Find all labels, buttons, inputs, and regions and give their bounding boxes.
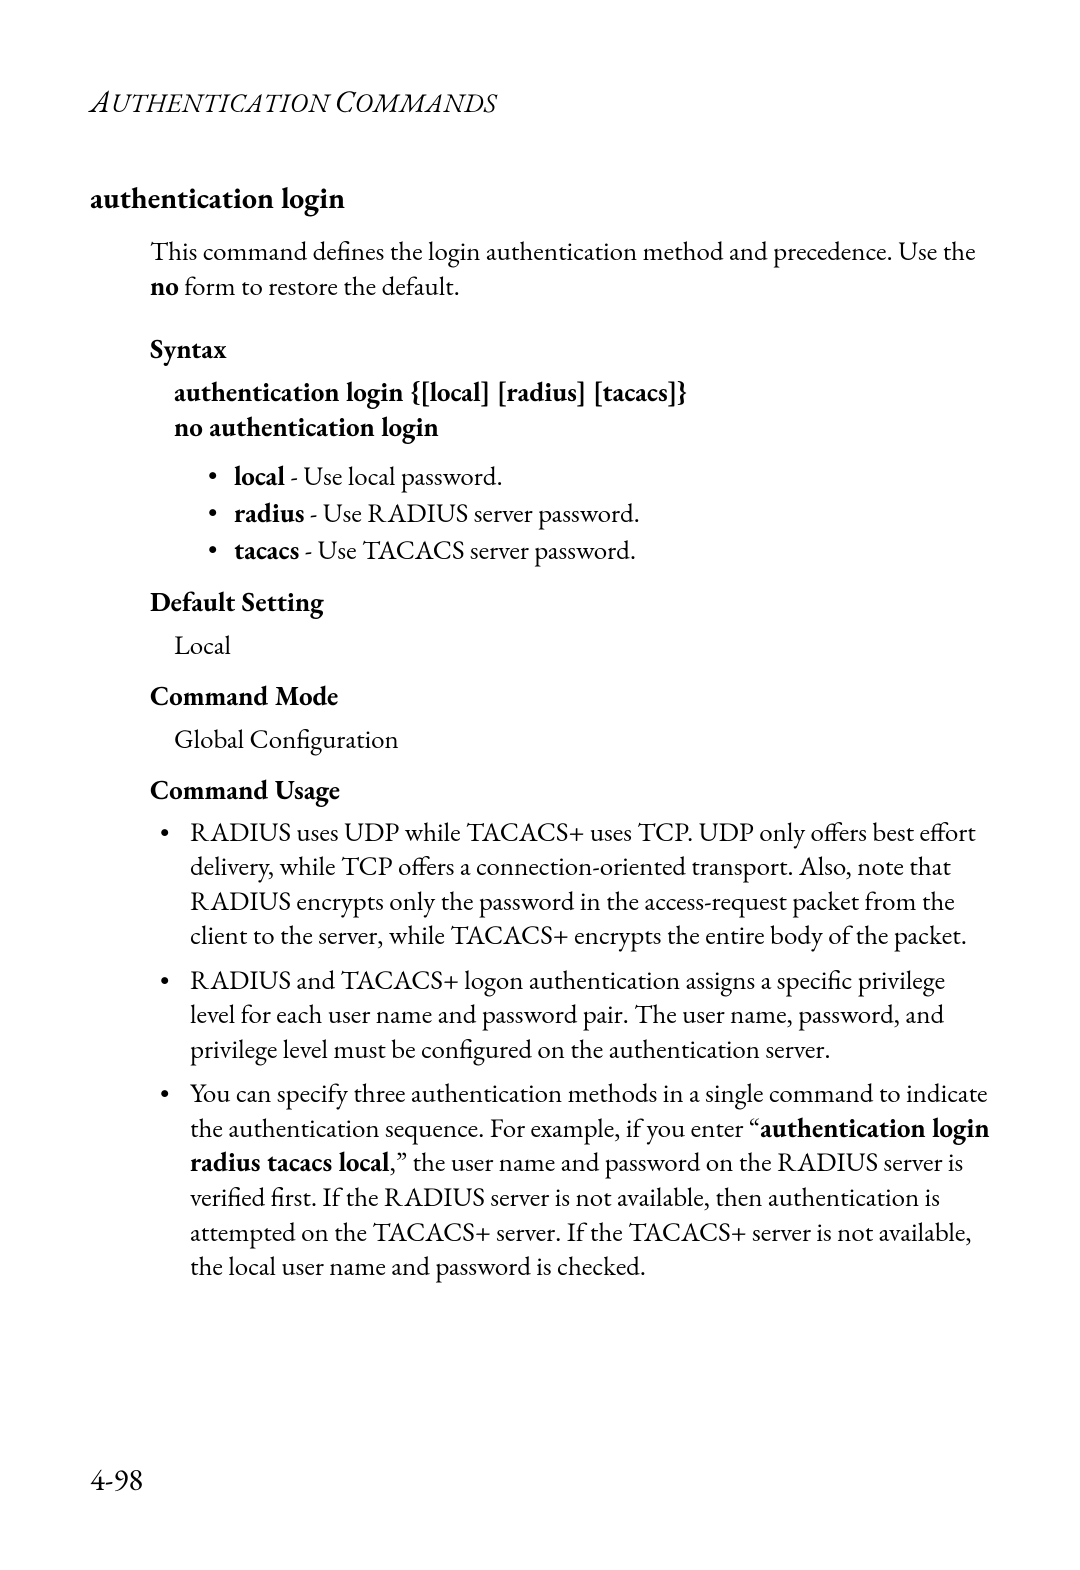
- header-cap-1: A: [90, 82, 111, 122]
- usage-pre: RADIUS uses UDP while TACACS+ uses TCP. …: [190, 815, 976, 954]
- syntax-line-1: authentication login {[local] [radius] […: [174, 375, 990, 410]
- intro-bold: no: [150, 269, 179, 304]
- intro-paragraph: This command defines the login authentic…: [150, 235, 990, 304]
- page-number: 4-98: [90, 1460, 143, 1500]
- usage-text: RADIUS uses UDP while TACACS+ uses TCP. …: [190, 816, 990, 954]
- command-usage-list: • RADIUS uses UDP while TACACS+ uses TCP…: [160, 816, 990, 1285]
- default-setting-heading: Default Setting: [150, 585, 990, 620]
- usage-item: • RADIUS uses UDP while TACACS+ uses TCP…: [160, 816, 990, 954]
- bullet-icon: •: [160, 1078, 190, 1284]
- usage-item: • RADIUS and TACACS+ logon authenticatio…: [160, 964, 990, 1068]
- bullet-icon: •: [160, 817, 190, 954]
- syntax-option: • radius - Use RADIUS server password.: [208, 496, 990, 531]
- usage-item: • You can specify three authentication m…: [160, 1077, 990, 1284]
- option-desc: - Use TACACS server password.: [299, 533, 636, 568]
- option-term: radius: [234, 496, 305, 531]
- option-text: tacacs - Use TACACS server password.: [234, 533, 990, 568]
- usage-text: You can specify three authentication met…: [190, 1077, 990, 1284]
- bullet-icon: •: [208, 459, 234, 494]
- usage-pre: RADIUS and TACACS+ logon authentication …: [190, 963, 945, 1067]
- intro-pre: This command defines the login authentic…: [150, 234, 976, 269]
- intro-post: form to restore the default.: [179, 269, 460, 304]
- command-usage-heading: Command Usage: [150, 773, 990, 808]
- section-title: authentication login: [90, 178, 990, 217]
- syntax-line1-rest: {[local] [radius] [tacacs]}: [404, 375, 688, 410]
- bullet-icon: •: [160, 965, 190, 1068]
- syntax-heading: Syntax: [150, 332, 990, 367]
- syntax-line2-bold: no authentication login: [174, 410, 439, 445]
- usage-text: RADIUS and TACACS+ logon authentication …: [190, 964, 990, 1068]
- option-term: local: [234, 459, 285, 494]
- syntax-line1-bold: authentication login: [174, 375, 404, 410]
- header-cap-2: C: [335, 82, 355, 122]
- command-mode-value: Global Configuration: [174, 722, 990, 757]
- bullet-icon: •: [208, 533, 234, 568]
- option-text: radius - Use RADIUS server password.: [234, 496, 990, 531]
- option-text: local - Use local password.: [234, 459, 990, 494]
- syntax-options: • local - Use local password. • radius -…: [208, 459, 990, 568]
- syntax-option: • local - Use local password.: [208, 459, 990, 494]
- running-header: AUTHENTICATION COMMANDS: [90, 82, 990, 122]
- bullet-icon: •: [208, 496, 234, 531]
- default-setting-value: Local: [174, 628, 990, 663]
- syntax-option: • tacacs - Use TACACS server password.: [208, 533, 990, 568]
- header-part-2: OMMANDS: [355, 86, 497, 120]
- option-term: tacacs: [234, 533, 299, 568]
- command-mode-heading: Command Mode: [150, 679, 990, 714]
- option-desc: - Use RADIUS server password.: [305, 496, 640, 531]
- body: This command defines the login authentic…: [150, 235, 990, 1285]
- header-part-1: UTHENTICATION: [111, 86, 335, 120]
- syntax-line-2: no authentication login: [174, 410, 990, 445]
- option-desc: - Use local password.: [285, 459, 503, 494]
- syntax-block: authentication login {[local] [radius] […: [174, 375, 990, 445]
- document-page: AUTHENTICATION COMMANDS authentication l…: [0, 0, 1080, 1570]
